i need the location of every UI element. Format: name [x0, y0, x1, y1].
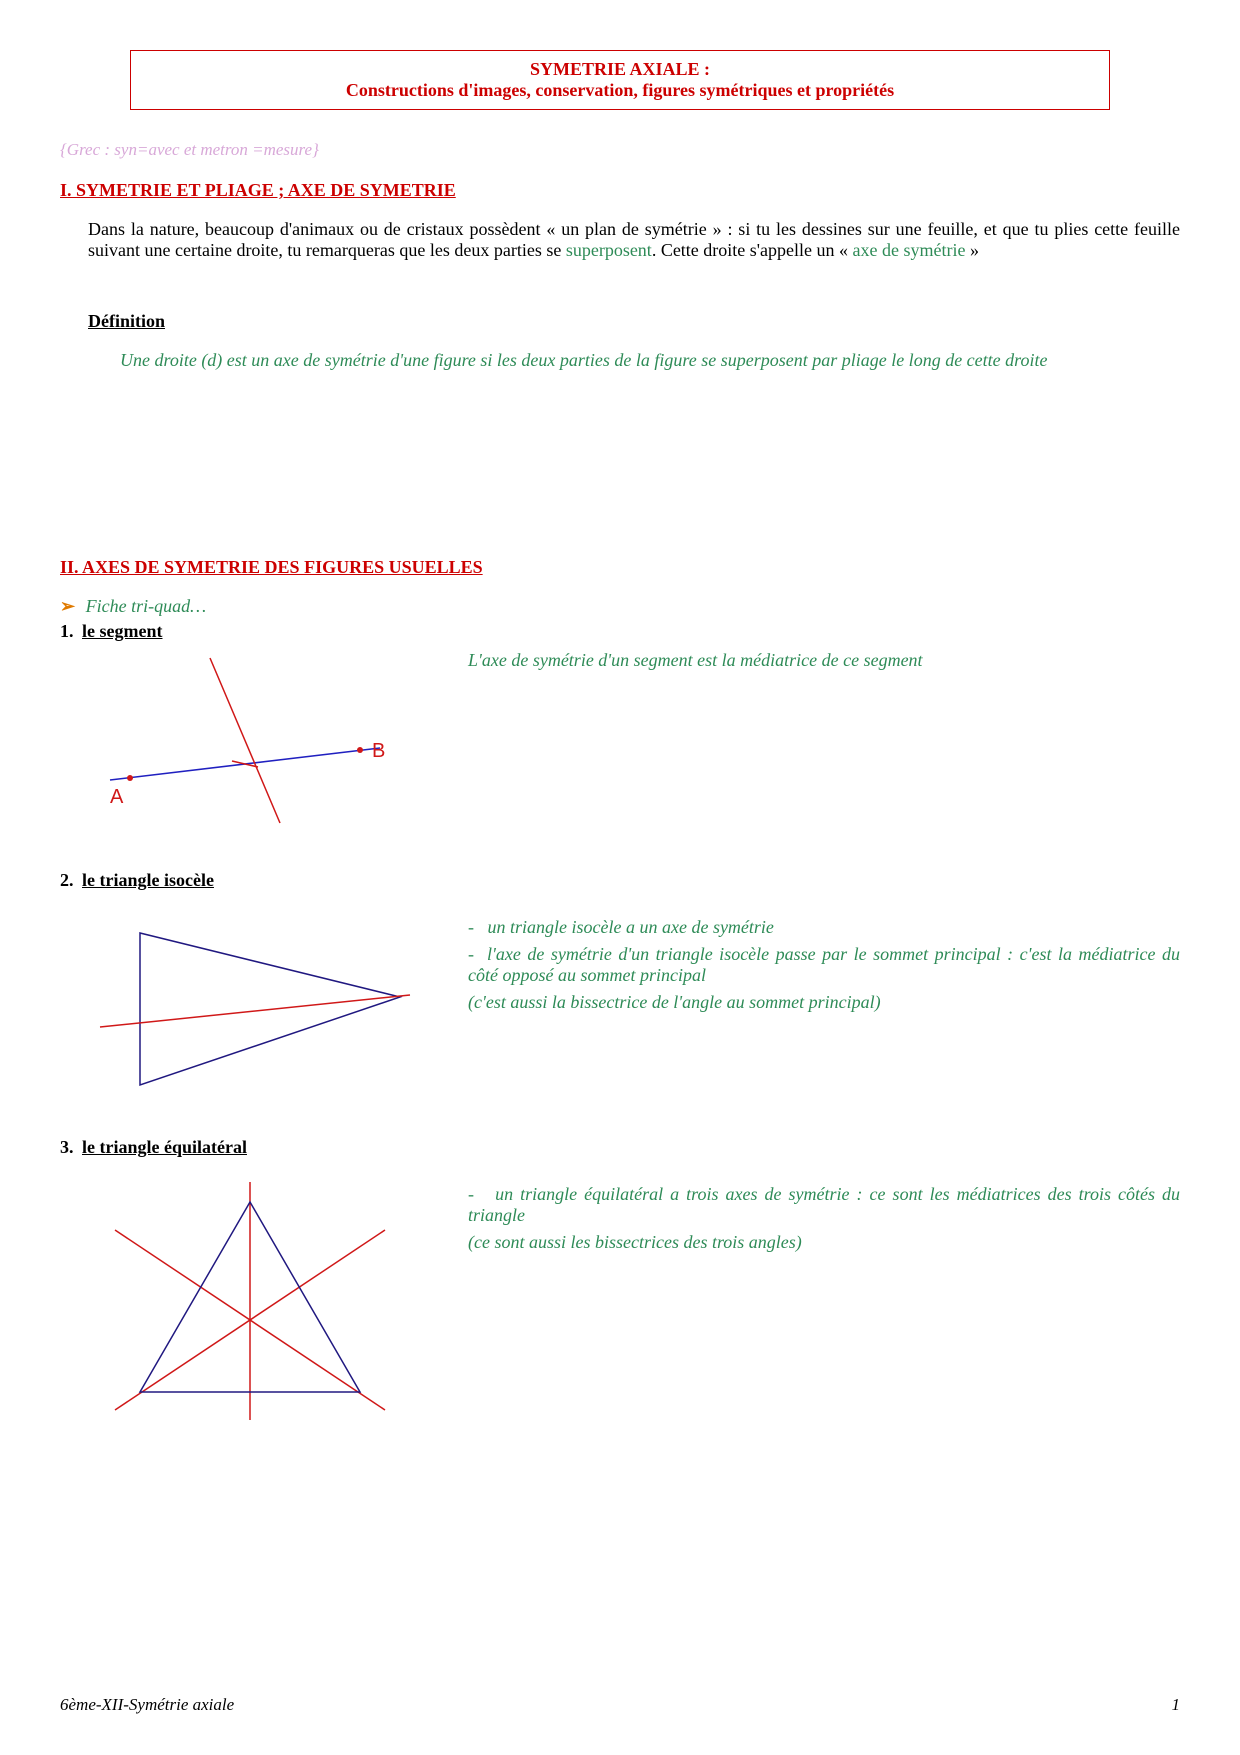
item-2-figure	[80, 915, 450, 1095]
item-3-b1: - un triangle équilatéral a trois axes d…	[468, 1184, 1180, 1226]
item-2-desc: - un triangle isocèle a un axe de symétr…	[450, 915, 1180, 1019]
s1-axis: axe de symétrie	[853, 240, 966, 260]
footer-left: 6ème-XII-Symétrie axiale	[60, 1695, 234, 1715]
item-3-num: 3.	[60, 1137, 74, 1157]
item-1-desc: L'axe de symétrie d'un segment est la mé…	[450, 648, 1180, 677]
etymology: {Grec : syn=avec et metron =mesure}	[60, 140, 1180, 160]
segment-diagram: AB	[80, 648, 410, 828]
s1-post2: »	[965, 240, 979, 260]
section-2-heading: II. AXES DE SYMETRIE DES FIGURES USUELLE…	[60, 557, 1180, 578]
s1-post1: . Cette droite s'appelle un «	[652, 240, 853, 260]
item-1-title: le segment	[82, 621, 162, 641]
isoceles-diagram	[80, 915, 420, 1095]
page: SYMETRIE AXIALE : Constructions d'images…	[0, 0, 1240, 1755]
footer: 6ème-XII-Symétrie axiale 1	[60, 1695, 1180, 1715]
section-1-heading: I. SYMETRIE ET PLIAGE ; AXE DE SYMETRIE	[60, 180, 1180, 201]
item-2-b1: - un triangle isocèle a un axe de symétr…	[468, 917, 1180, 938]
title-line-2: Constructions d'images, conservation, fi…	[151, 80, 1089, 101]
item-1-row: AB L'axe de symétrie d'un segment est la…	[80, 648, 1180, 828]
item-2-b2: - l'axe de symétrie d'un triangle isocèl…	[468, 944, 1180, 986]
s1-green1: superposent	[566, 240, 652, 260]
item-3-title: le triangle équilatéral	[82, 1137, 247, 1157]
item-1-desc-text: L'axe de symétrie d'un segment est la mé…	[468, 650, 1180, 671]
definition-text: Une droite (d) est un axe de symétrie d'…	[80, 350, 1180, 371]
svg-text:A: A	[110, 786, 124, 808]
item-1-figure: AB	[80, 648, 450, 828]
item-2-b3: (c'est aussi la bissectrice de l'angle a…	[468, 992, 1180, 1013]
section-1-body: Dans la nature, beaucoup d'animaux ou de…	[88, 219, 1180, 261]
item-3-figure	[80, 1182, 450, 1422]
item-3-b2: (ce sont aussi les bissectrices des troi…	[468, 1232, 1180, 1253]
fiche-text: Fiche tri-quad…	[86, 596, 206, 616]
fiche-line: ➢ Fiche tri-quad…	[60, 596, 1180, 617]
title-box: SYMETRIE AXIALE : Constructions d'images…	[130, 50, 1110, 110]
item-2-row: - un triangle isocèle a un axe de symétr…	[80, 915, 1180, 1095]
arrow-icon: ➢	[60, 596, 75, 616]
item-2-title: le triangle isocèle	[82, 870, 214, 890]
item-3-heading: 3. le triangle équilatéral	[60, 1137, 1180, 1158]
item-2-num: 2.	[60, 870, 74, 890]
footer-right: 1	[1172, 1695, 1181, 1715]
title-line-1: SYMETRIE AXIALE :	[151, 59, 1089, 80]
definition-label-wrap: Définition	[88, 311, 1180, 332]
item-1-heading: 1. le segment	[60, 621, 1180, 642]
item-3-desc: - un triangle équilatéral a trois axes d…	[450, 1182, 1180, 1259]
svg-text:B: B	[372, 740, 385, 762]
equilateral-diagram	[80, 1182, 420, 1422]
definition-label: Définition	[88, 311, 165, 331]
item-2-heading: 2. le triangle isocèle	[60, 870, 1180, 891]
item-1-num: 1.	[60, 621, 74, 641]
item-3-row: - un triangle équilatéral a trois axes d…	[80, 1182, 1180, 1422]
